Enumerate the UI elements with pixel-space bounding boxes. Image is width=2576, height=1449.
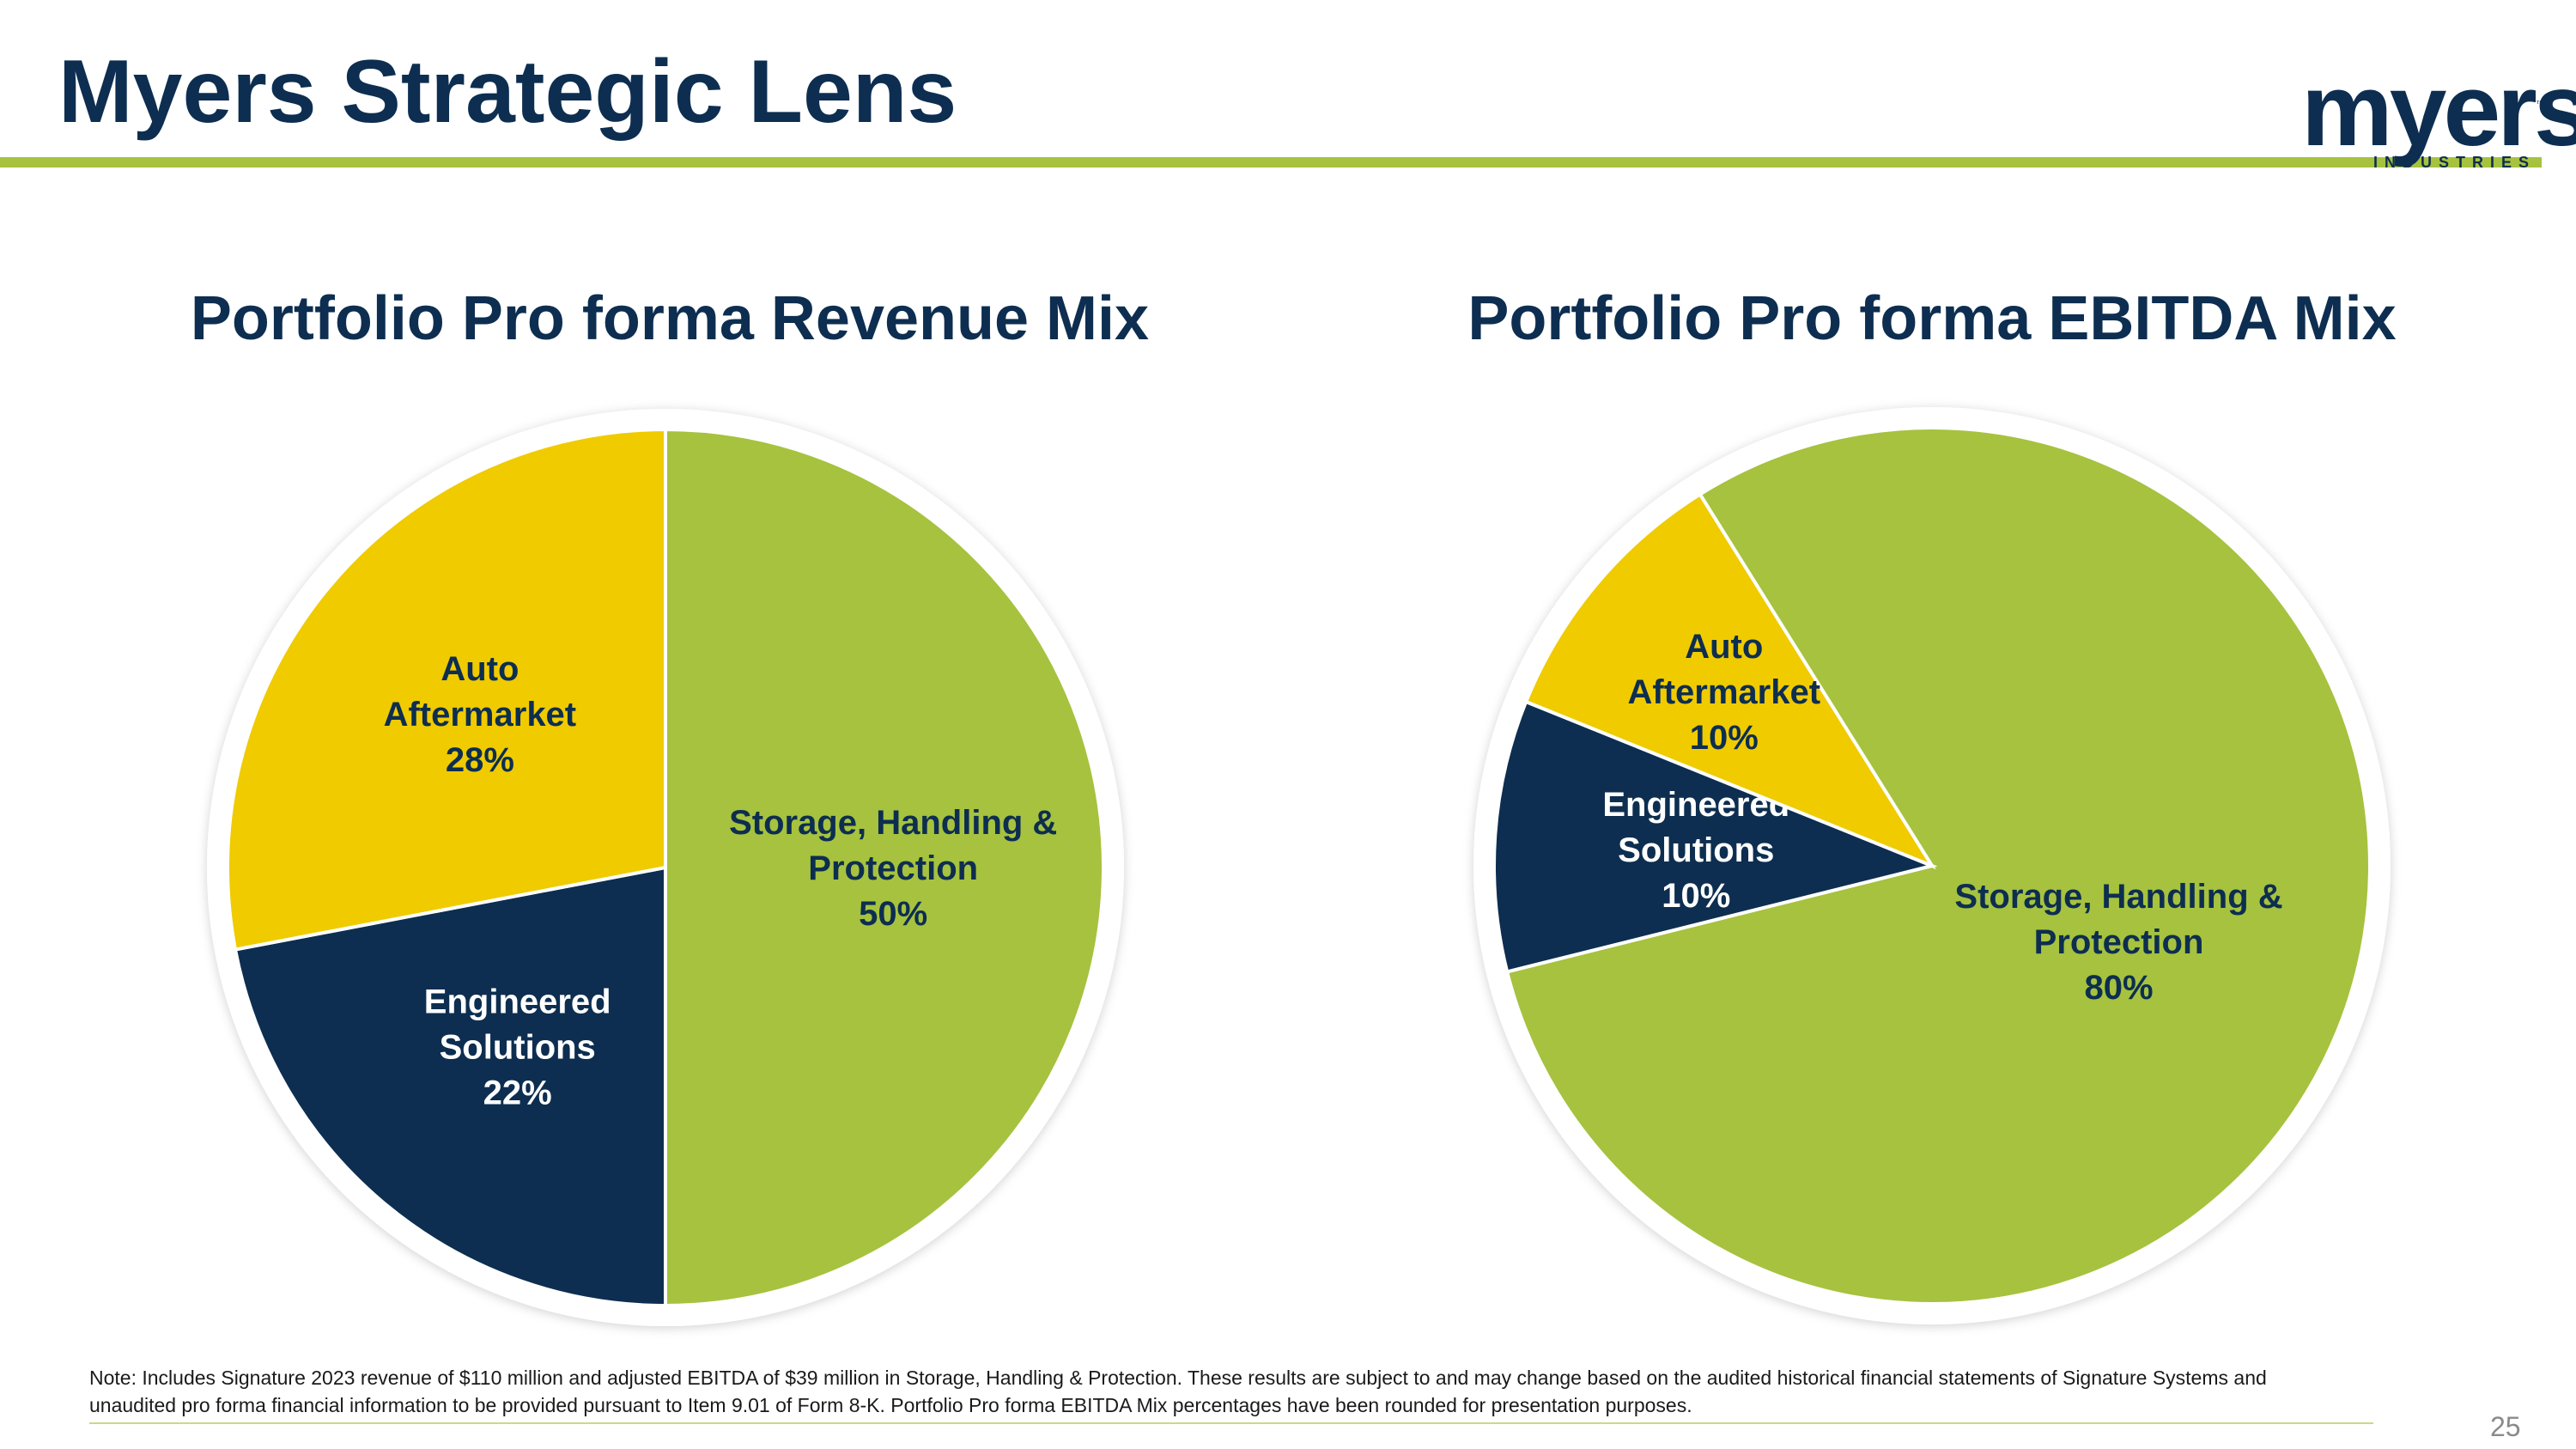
logo-wordmark: myers xyxy=(2301,52,2576,167)
ebitda-label-auto-aftermarket-line-1: Aftermarket xyxy=(1628,673,1821,711)
page-number: 25 xyxy=(2490,1411,2521,1442)
revenue-mix-title: Portfolio Pro forma Revenue Mix xyxy=(190,284,1150,353)
ebitda-label-auto-aftermarket: Auto Aftermarket 10% xyxy=(1628,628,1821,757)
ebitda-label-engineered-solutions-line-1: Solutions xyxy=(1618,831,1774,869)
ebitda-label-auto-aftermarket-line-0: Auto xyxy=(1685,628,1763,666)
ebitda-label-engineered-solutions-line-2: 10% xyxy=(1662,877,1730,915)
revenue-label-engineered-solutions-line-1: Solutions xyxy=(440,1028,596,1066)
revenue-label-storage-handling-protection-line-1: Protection xyxy=(808,849,978,887)
ebitda-slice-storage-handling-protection xyxy=(1504,426,2372,1306)
footnote-rule xyxy=(89,1422,2373,1424)
ebitda-label-storage-handling-protection-line-2: 80% xyxy=(2084,969,2153,1007)
revenue-label-engineered-solutions-line-0: Engineered xyxy=(424,983,611,1020)
logo-tagline: INDUSTRIES xyxy=(2372,154,2536,171)
revenue-label-auto-aftermarket: Auto Aftermarket 28% xyxy=(384,650,577,779)
ebitda-label-storage-handling-protection-line-0: Storage, Handling & xyxy=(1954,878,2282,916)
revenue-label-storage-handling-protection-line-2: 50% xyxy=(859,895,927,933)
myers-logo: myers ™ INDUSTRIES xyxy=(2301,58,2576,182)
revenue-slice-storage-handling-protection xyxy=(664,427,1105,1308)
logo-trademark: ™ xyxy=(2536,100,2544,109)
revenue-slice-auto-aftermarket xyxy=(226,427,667,952)
revenue-label-auto-aftermarket-line-0: Auto xyxy=(440,650,519,688)
revenue-label-storage-handling-protection: Storage, Handling & Protection 50% xyxy=(729,804,1057,933)
revenue-label-engineered-solutions: Engineered Solutions 22% xyxy=(424,983,611,1111)
ebitda-label-storage-handling-protection-line-1: Protection xyxy=(2034,923,2204,961)
footnote: Note: Includes Signature 2023 revenue of… xyxy=(89,1367,2267,1416)
revenue-label-auto-aftermarket-line-2: 28% xyxy=(446,741,514,779)
title-underline xyxy=(0,157,2542,167)
revenue-label-engineered-solutions-line-2: 22% xyxy=(483,1074,552,1111)
ebitda-label-auto-aftermarket-line-2: 10% xyxy=(1690,719,1759,757)
revenue-slice-engineered-solutions xyxy=(233,865,667,1308)
ebitda-slice-engineered-solutions xyxy=(1492,699,1938,974)
ebitda-mix-title: Portfolio Pro forma EBITDA Mix xyxy=(1467,284,2397,353)
revenue-label-auto-aftermarket-line-1: Aftermarket xyxy=(384,696,577,734)
page-title: Myers Strategic Lens xyxy=(58,42,957,142)
ebitda-label-storage-handling-protection: Storage, Handling & Protection 80% xyxy=(1954,878,2282,1007)
ebitda-slice-auto-aftermarket xyxy=(1523,491,1936,870)
revenue-label-storage-handling-protection-line-0: Storage, Handling & xyxy=(729,804,1057,842)
